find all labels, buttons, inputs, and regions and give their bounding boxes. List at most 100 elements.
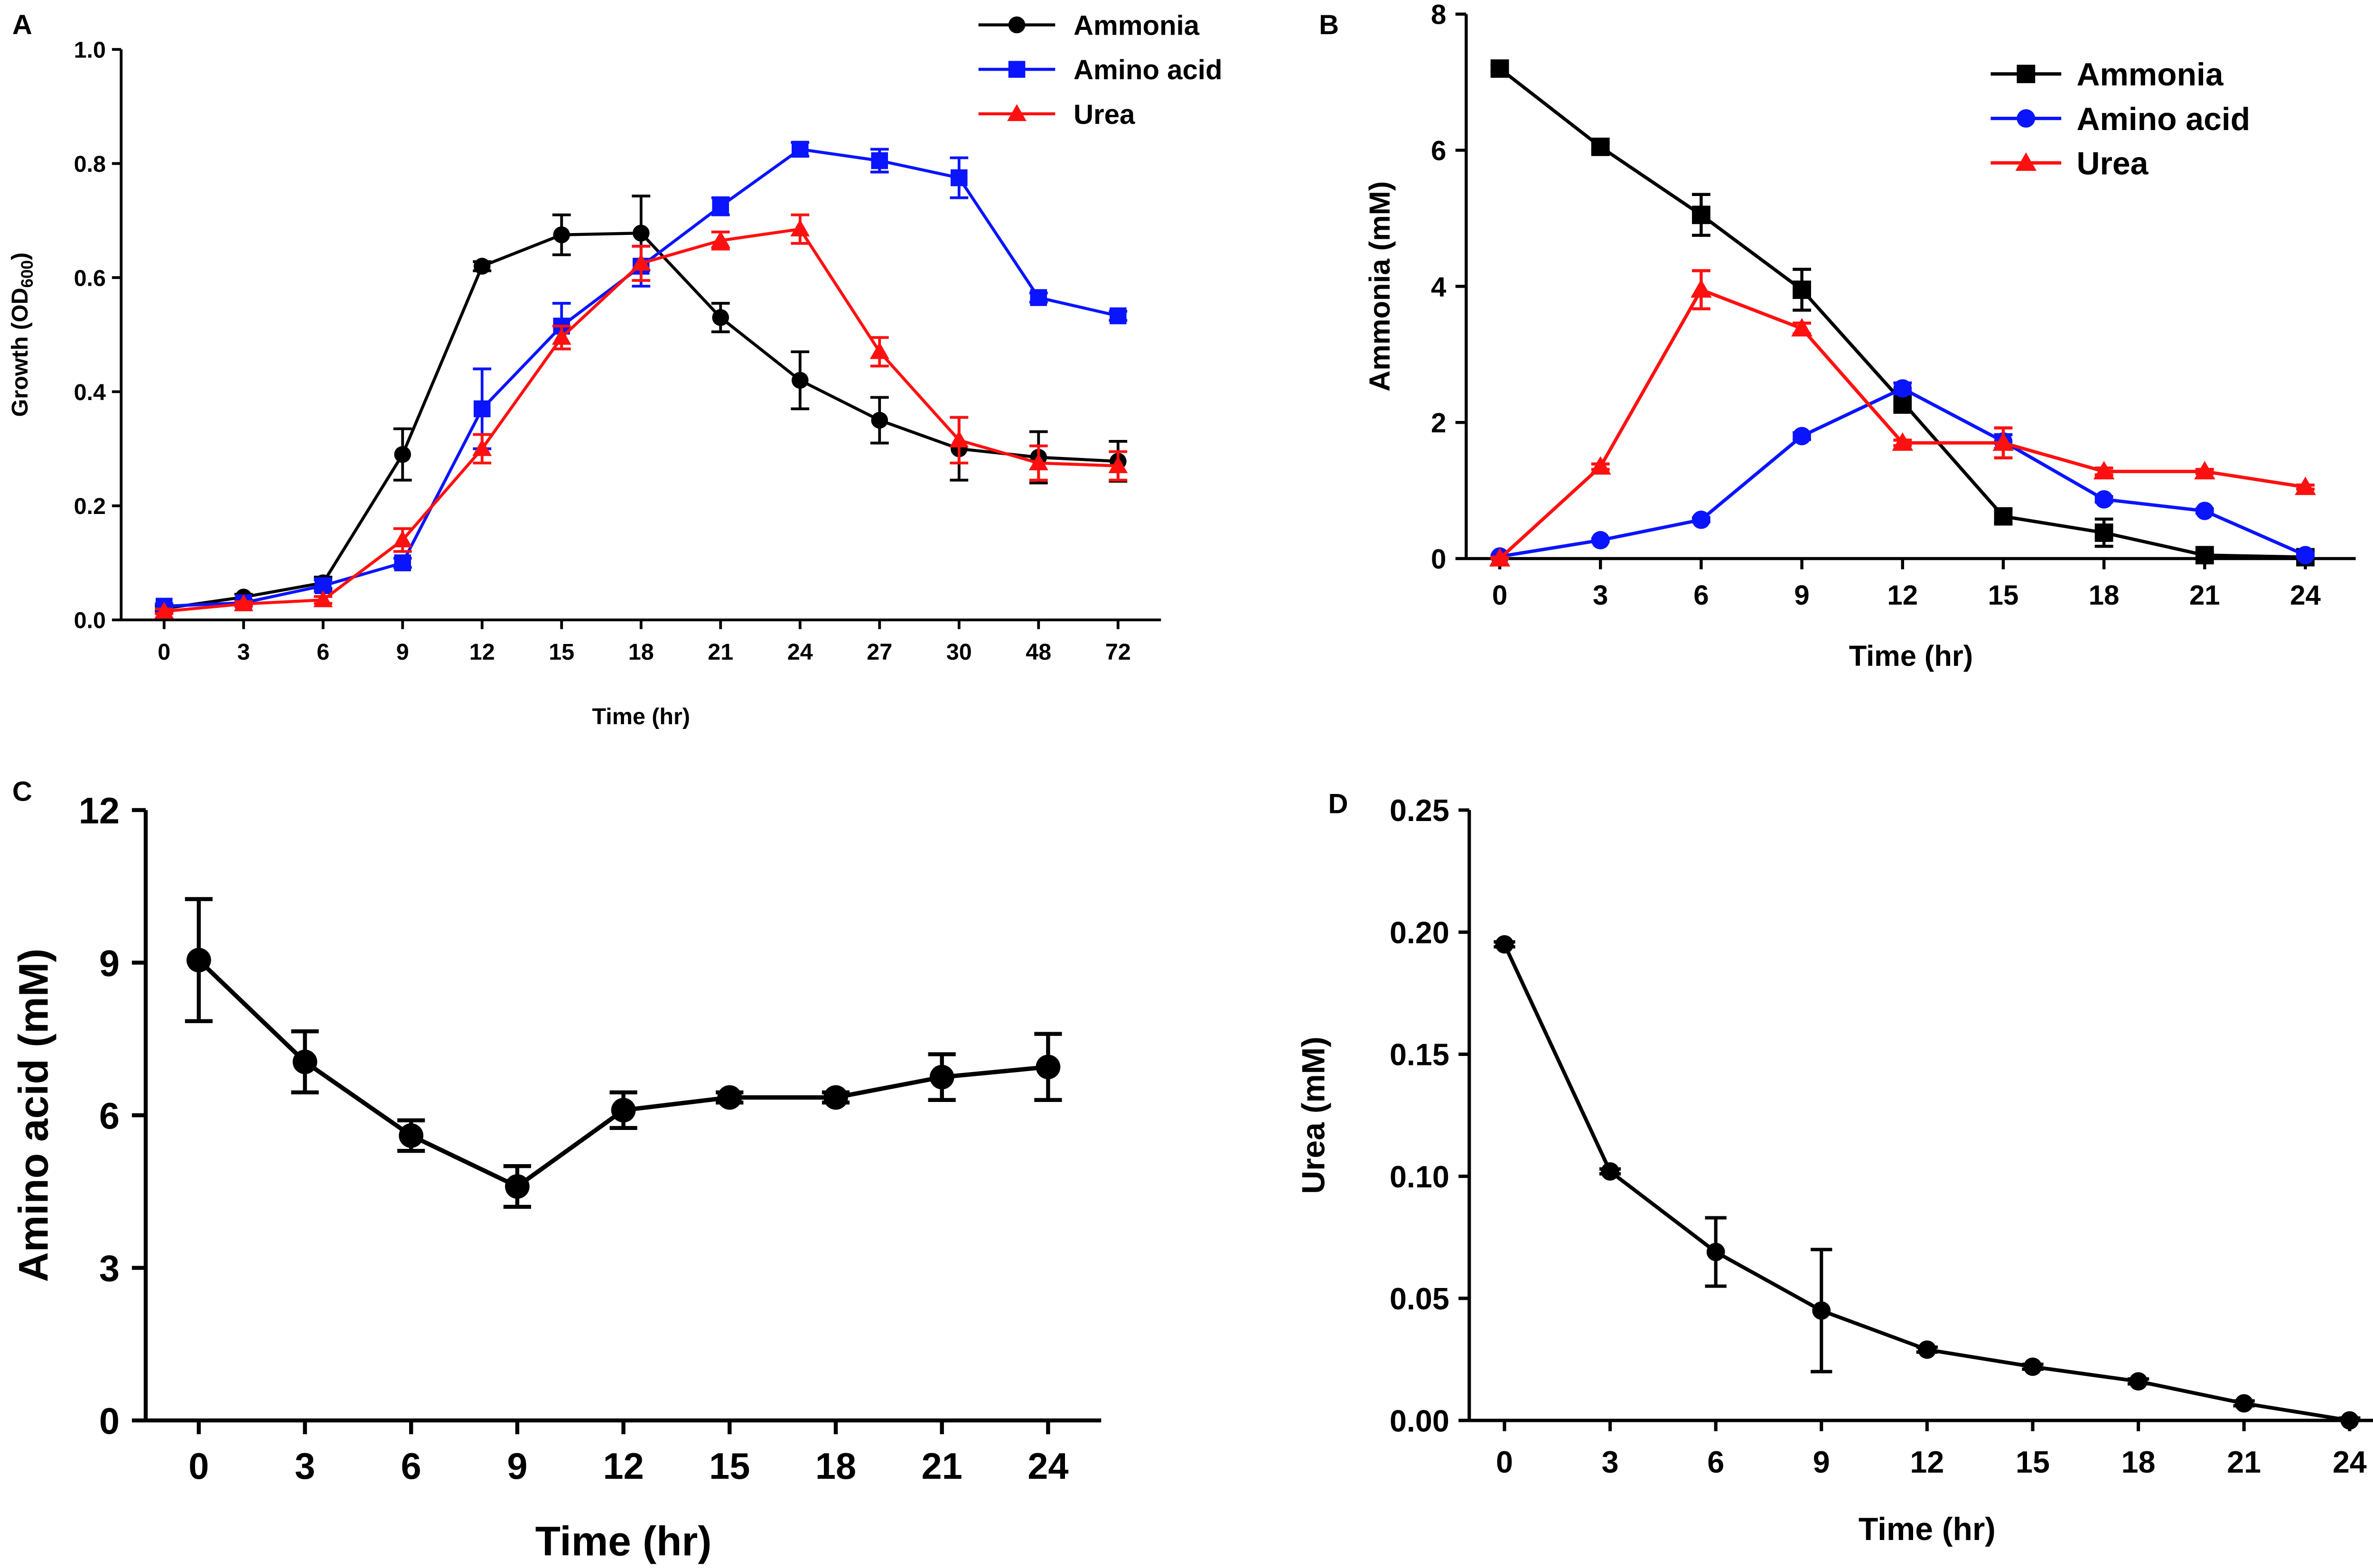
panel-a-x-axis-label: Time (hr) bbox=[592, 704, 690, 729]
panel-c-series-0-point bbox=[929, 1064, 954, 1090]
panel-a-x-tick-label: 3 bbox=[237, 639, 250, 665]
panel-c-series-0-point bbox=[717, 1085, 742, 1110]
panel-b-urea-point bbox=[1691, 279, 1712, 298]
panel-b-amino-acid-point bbox=[1893, 379, 1912, 398]
panel-b-urea-point bbox=[1892, 432, 1914, 451]
panel-a-legend-amino-acid-point bbox=[1008, 61, 1026, 78]
panel-b-y-tick-label: 6 bbox=[1431, 136, 1446, 167]
panel-d-x-tick-label: 18 bbox=[2121, 1445, 2156, 1479]
panel-b-ammonia-point bbox=[1994, 507, 2013, 526]
panel-a-amino-acid-point bbox=[950, 169, 968, 187]
panel-c-series-0-point bbox=[611, 1098, 636, 1123]
panel-b-x-axis-label: Time (hr) bbox=[1849, 640, 1973, 672]
panel-a-x-tick-label: 48 bbox=[1026, 639, 1051, 665]
panel-b-urea-point bbox=[1791, 317, 1812, 337]
panel-a-urea-point bbox=[869, 342, 889, 359]
panel-d-x-axis-label: Time (hr) bbox=[1859, 1512, 1996, 1547]
panel-a-amino-acid-point bbox=[791, 140, 809, 158]
panel-a-urea-point bbox=[313, 590, 333, 607]
panel-a-legend-ammonia-label: Ammonia bbox=[1074, 10, 1200, 41]
panel-a-urea-point bbox=[392, 530, 412, 548]
panel-d-series-0-point bbox=[2234, 1394, 2253, 1413]
panel-d-letter: D bbox=[1328, 788, 1348, 819]
panel-a-y-tick-label: 0.6 bbox=[74, 265, 106, 291]
panel-d-y-tick-label: 0.00 bbox=[1390, 1403, 1449, 1438]
panel-b-y-tick-label: 8 bbox=[1431, 0, 1446, 30]
panel-d-x-tick-label: 21 bbox=[2227, 1445, 2261, 1479]
panel-a-amino-acid-point bbox=[871, 152, 888, 169]
panel-c-x-tick-label: 12 bbox=[603, 1446, 644, 1487]
panel-a-x-tick-label: 15 bbox=[549, 639, 574, 665]
panel-c-x-tick-label: 21 bbox=[922, 1446, 962, 1487]
panel-b-legend-amino-acid-point bbox=[2017, 109, 2036, 128]
panel-b-ammonia-point bbox=[1591, 138, 1610, 156]
panel-d-series-0-point bbox=[1601, 1162, 1619, 1181]
panel-d-series-0-series bbox=[1494, 935, 2361, 1430]
panel-c-y-tick-label: 12 bbox=[79, 791, 120, 831]
panel-c-y-tick-label: 0 bbox=[99, 1401, 120, 1442]
panel-b-legend-ammonia-label: Ammonia bbox=[2076, 57, 2224, 93]
panel-d-x-tick-label: 24 bbox=[2333, 1445, 2367, 1479]
panel-b-amino-acid-point bbox=[2094, 490, 2113, 509]
panel-a-urea-series bbox=[154, 213, 1128, 619]
panel-a-x-tick-label: 30 bbox=[946, 639, 972, 665]
panel-a-y-tick-label: 0.2 bbox=[74, 494, 106, 519]
panel-a-urea-point bbox=[710, 231, 730, 248]
panel-a-urea-point bbox=[472, 439, 492, 456]
panel-d-y-tick-label: 0.10 bbox=[1390, 1159, 1449, 1194]
panel-a-x-tick-label: 6 bbox=[317, 639, 329, 665]
panel-b-amino-acid-point bbox=[1591, 531, 1610, 550]
panel-c-series-0-point bbox=[292, 1049, 318, 1074]
panel-b-y-tick-label: 2 bbox=[1431, 408, 1446, 439]
panel-a-ammonia-line bbox=[164, 231, 1118, 610]
panel-c-series-0-point bbox=[186, 948, 211, 972]
panel-c-amino-acid-chart: C 0 3 6 9 12 0 3 6 9 12 15 18 21 24 Time (hr) Amino acid… bbox=[11, 776, 1102, 1564]
panel-b-urea-point bbox=[2295, 476, 2316, 495]
panel-a-x-tick-label: 72 bbox=[1105, 639, 1131, 665]
panel-a-x-tick-label: 18 bbox=[628, 639, 654, 665]
panel-a-growth-chart: A 0.0 0.2 0.4 0.6 0.8 1.0 0 3 6 9 12 15 18 21 24 27 30 48 7… bbox=[7, 9, 1222, 729]
panel-b-legend-amino-acid-label: Amino acid bbox=[2076, 102, 2250, 137]
panel-a-amino-acid-point bbox=[394, 554, 411, 571]
panel-a-ammonia-point bbox=[871, 411, 888, 429]
panel-b-x-tick-label: 21 bbox=[2189, 580, 2220, 611]
panel-a-y-tick-label: 1.0 bbox=[74, 37, 106, 63]
panel-c-series-0-point bbox=[1036, 1055, 1061, 1080]
panel-a-legend-urea-point bbox=[1007, 104, 1027, 121]
panel-a-x-tick-label: 24 bbox=[787, 639, 813, 665]
panel-c-x-tick-label: 0 bbox=[188, 1446, 209, 1487]
panel-b-y-tick-label: 0 bbox=[1431, 544, 1446, 575]
panel-c-y-tick-label: 6 bbox=[99, 1096, 120, 1137]
panel-d-x-tick-label: 15 bbox=[2016, 1445, 2050, 1479]
panel-c-series-0-series bbox=[185, 897, 1062, 1209]
panel-a-urea-point bbox=[1028, 453, 1048, 470]
panel-b-legend-urea-label: Urea bbox=[2076, 146, 2149, 182]
panel-b-legend-urea-point bbox=[2015, 152, 2037, 171]
panel-a-amino-acid-point bbox=[473, 400, 491, 418]
panel-b-urea-point bbox=[1489, 548, 1511, 567]
panel-d-series-0-point bbox=[2129, 1372, 2148, 1391]
panel-b-ammonia-point bbox=[2195, 546, 2214, 565]
panel-d-x-tick-label: 12 bbox=[1910, 1445, 1944, 1479]
panel-a-ammonia-point bbox=[473, 258, 491, 275]
panel-c-x-tick-label: 6 bbox=[401, 1446, 421, 1487]
panel-b-x-tick-label: 15 bbox=[1988, 580, 2019, 611]
panel-d-x-tick-label: 3 bbox=[1602, 1445, 1619, 1479]
panel-c-series-0-point bbox=[505, 1174, 530, 1199]
panel-d-series-0-point bbox=[1495, 935, 1514, 954]
panel-b-ammonia-series bbox=[1490, 59, 2315, 567]
panel-a-ammonia-point bbox=[791, 372, 809, 389]
panel-a-legend-ammonia-point bbox=[1008, 16, 1026, 34]
panel-a-x-tick-label: 12 bbox=[469, 639, 495, 665]
panel-a-urea-point bbox=[949, 430, 969, 448]
panel-b-amino-acid-point bbox=[2195, 502, 2214, 520]
panel-c-series-0-line bbox=[197, 958, 1048, 1189]
panel-a-y-tick-label: 0.8 bbox=[74, 151, 106, 177]
panel-b-x-tick-label: 12 bbox=[1887, 580, 1918, 611]
panel-d-x-tick-label: 6 bbox=[1707, 1445, 1724, 1479]
panel-b-amino-acid-point bbox=[1692, 510, 1710, 529]
panel-b-ammonia-point bbox=[2094, 523, 2113, 542]
panel-a-urea-point bbox=[154, 601, 174, 619]
panel-b-urea-point bbox=[2093, 461, 2115, 480]
